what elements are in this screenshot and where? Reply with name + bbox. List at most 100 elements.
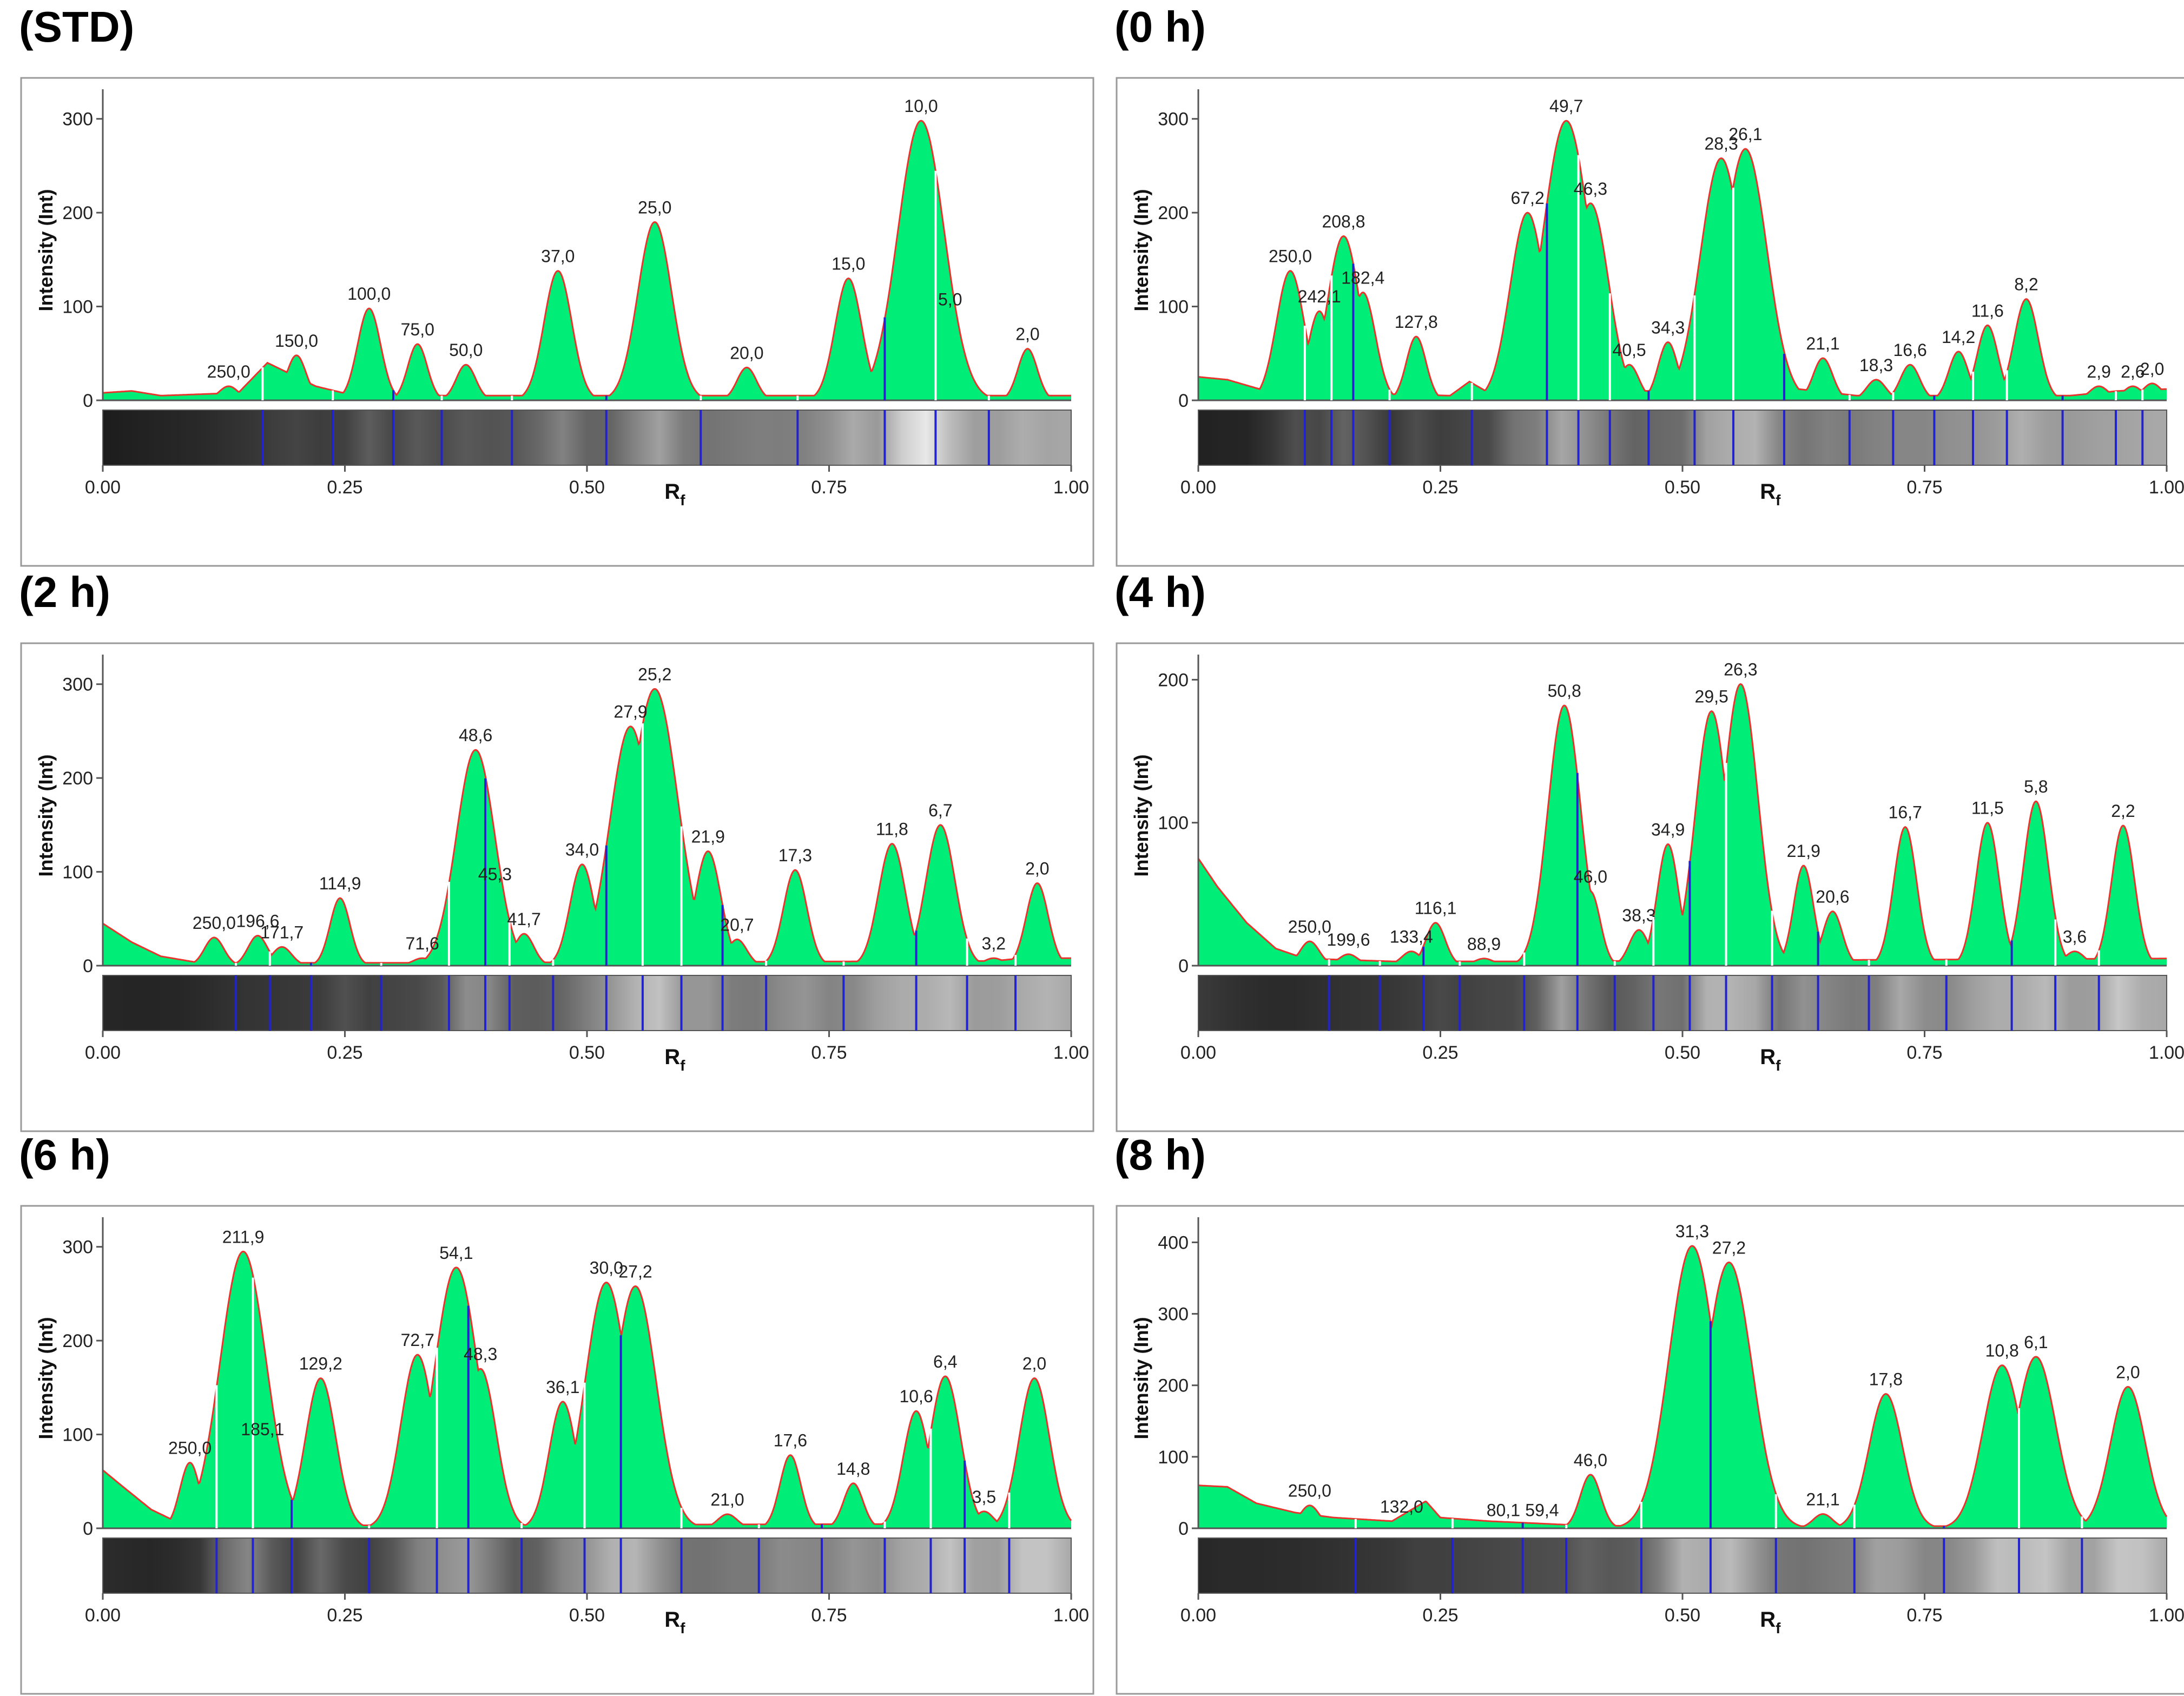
peak-label: 5,8 xyxy=(2024,777,2048,796)
x-tick-label: 0.75 xyxy=(811,477,847,498)
peak-label: 6,7 xyxy=(928,801,952,820)
peak-label: 38,3 xyxy=(1622,906,1655,925)
plot-area: 0 100 200 300 Intensity (Int) 250,0 211,9 185,1… xyxy=(19,1204,1096,1696)
peak-label: 28,3 xyxy=(1704,134,1738,154)
peak-label: 11,8 xyxy=(876,820,908,839)
panel-2: (2 h) 0 100 200 300 Intensity (Int) 250,0 196,6… xyxy=(19,571,1096,1133)
peak-label: 3,5 xyxy=(972,1487,996,1507)
peak-label: 11,6 xyxy=(1971,301,2004,320)
plot-area: 0 100 200 Intensity (Int) 250,0 199,6 133,4 116… xyxy=(1114,641,2184,1133)
y-tick-label: 300 xyxy=(1158,1304,1189,1325)
x-axis-label: Rf xyxy=(664,480,685,509)
y-tick-label: 200 xyxy=(62,1331,93,1351)
peak-label: 250,0 xyxy=(1288,1481,1331,1501)
x-axis-label: Rf xyxy=(1760,480,1781,509)
lane-image xyxy=(102,975,1072,1031)
plot-area: 0 100 200 300 Intensity (Int) 250,0 150,0 100,0… xyxy=(19,76,1096,568)
peak-label: 127,8 xyxy=(1395,312,1438,332)
y-tick-label: 100 xyxy=(62,862,93,883)
x-tick-label: 0.00 xyxy=(1180,1605,1216,1626)
x-tick-label: 0.50 xyxy=(569,1042,605,1063)
y-axis-label: Intensity (Int) xyxy=(35,1317,57,1440)
plot-area: 0 100 200 300 400 Intensity (Int) 250,0 132,0 80… xyxy=(1114,1204,2184,1696)
x-tick-label: 0.00 xyxy=(85,1605,121,1626)
peak-label: 114,9 xyxy=(319,874,361,893)
chart-svg: 0 100 200 300 Intensity (Int) 250,0 242,1 208,8… xyxy=(1116,77,2184,567)
lane-image xyxy=(1198,410,2167,466)
peak-label: 14,2 xyxy=(1942,327,1975,347)
peak-label: 27,2 xyxy=(618,1262,652,1282)
peak-label: 14,8 xyxy=(836,1459,870,1479)
peak-label: 17,6 xyxy=(774,1431,807,1450)
x-tick-label: 0.50 xyxy=(1665,1042,1700,1063)
peak-label: 20,7 xyxy=(720,915,754,934)
peak-label: 16,6 xyxy=(1893,340,1927,360)
plot-area: 0 100 200 300 Intensity (Int) 250,0 242,1 208,8… xyxy=(1114,76,2184,568)
chart-svg: 0 100 200 300 Intensity (Int) 250,0 196,6171,7… xyxy=(20,642,1094,1132)
peak-label: 250,0 xyxy=(1288,917,1331,936)
y-tick-label: 100 xyxy=(62,297,93,318)
peak-label: 250,0 xyxy=(1269,247,1312,266)
y-tick-label: 100 xyxy=(1158,1447,1189,1468)
y-tick-label: 0 xyxy=(83,956,93,976)
peak-label: 26,1 xyxy=(1728,124,1762,144)
peak-label: 171,7 xyxy=(260,922,303,942)
peak-label: 6,1 xyxy=(2024,1332,2048,1352)
peak-label: 29,5 xyxy=(1695,687,1728,707)
peak-label: 21,9 xyxy=(1787,841,1820,861)
peak-label: 25,0 xyxy=(638,197,671,217)
peak-label: 3,2 xyxy=(982,934,1006,953)
peak-label: 2,9 xyxy=(2087,362,2110,381)
x-tick-label: 1.00 xyxy=(2149,477,2184,498)
panel-title: (0 h) xyxy=(1114,3,1206,51)
density-curve xyxy=(102,688,1071,964)
peak-label: 40,5 xyxy=(1612,340,1646,360)
peak-label: 59,4 xyxy=(1525,1500,1559,1520)
y-axis-label: Intensity (Int) xyxy=(1130,1317,1152,1440)
density-curve xyxy=(1197,683,2167,962)
y-tick-label: 200 xyxy=(62,768,93,789)
panel-4: (6 h) 0 100 200 300 Intensity (Int) 250,0 211,9… xyxy=(19,1133,1096,1696)
x-tick-label: 0.00 xyxy=(85,1042,121,1063)
peak-label: 2,0 xyxy=(1022,1354,1046,1374)
x-tick-label: 0.25 xyxy=(327,1605,362,1626)
peak-label: 25,2 xyxy=(638,664,671,684)
x-tick-label: 1.00 xyxy=(2149,1042,2184,1063)
x-tick-label: 1.00 xyxy=(1053,1042,1089,1063)
x-tick-label: 0.75 xyxy=(1906,1605,1942,1626)
y-tick-label: 300 xyxy=(1158,109,1189,130)
y-tick-label: 200 xyxy=(1158,670,1189,690)
x-axis-label: Rf xyxy=(1760,1608,1781,1636)
peak-label: 211,9 xyxy=(222,1227,265,1246)
peak-label: 2,6 xyxy=(2121,362,2145,381)
y-tick-label: 300 xyxy=(62,675,93,695)
x-tick-label: 0.50 xyxy=(1665,1605,1700,1626)
peak-fill xyxy=(1198,121,2167,400)
peak-label: 199,6 xyxy=(1327,930,1370,949)
peak-label: 129,2 xyxy=(299,1354,342,1374)
x-tick-label: 0.75 xyxy=(811,1605,847,1626)
density-curve xyxy=(102,120,1071,397)
peak-label: 27,9 xyxy=(613,702,647,722)
peak-label: 34,9 xyxy=(1651,820,1685,839)
chart-svg: 0 100 200 300 Intensity (Int) 250,0 211,9 185,1… xyxy=(20,1205,1094,1695)
peak-label: 21,1 xyxy=(1806,1490,1839,1509)
x-tick-label: 0.25 xyxy=(1422,477,1458,498)
peak-label: 30,0 xyxy=(590,1258,623,1278)
peak-label: 20,0 xyxy=(730,343,763,362)
x-tick-label: 0.00 xyxy=(1180,477,1216,498)
y-tick-label: 100 xyxy=(62,1425,93,1446)
peak-label: 2,0 xyxy=(2140,359,2164,379)
y-tick-label: 200 xyxy=(1158,1376,1189,1396)
peak-label: 116,1 xyxy=(1415,899,1457,918)
peak-label: 242,1 xyxy=(1298,287,1341,306)
panel-title: (2 h) xyxy=(19,568,110,616)
chart-svg: 0 100 200 300 400 Intensity (Int) 250,0 132,0 80… xyxy=(1116,1205,2184,1695)
peak-label: 49,7 xyxy=(1549,96,1583,116)
peak-label: 6,4 xyxy=(933,1352,957,1371)
x-tick-label: 0.50 xyxy=(569,477,605,498)
peak-label: 46,0 xyxy=(1574,867,1607,887)
x-tick-label: 0.00 xyxy=(85,477,121,498)
x-tick-label: 0.75 xyxy=(811,1042,847,1063)
